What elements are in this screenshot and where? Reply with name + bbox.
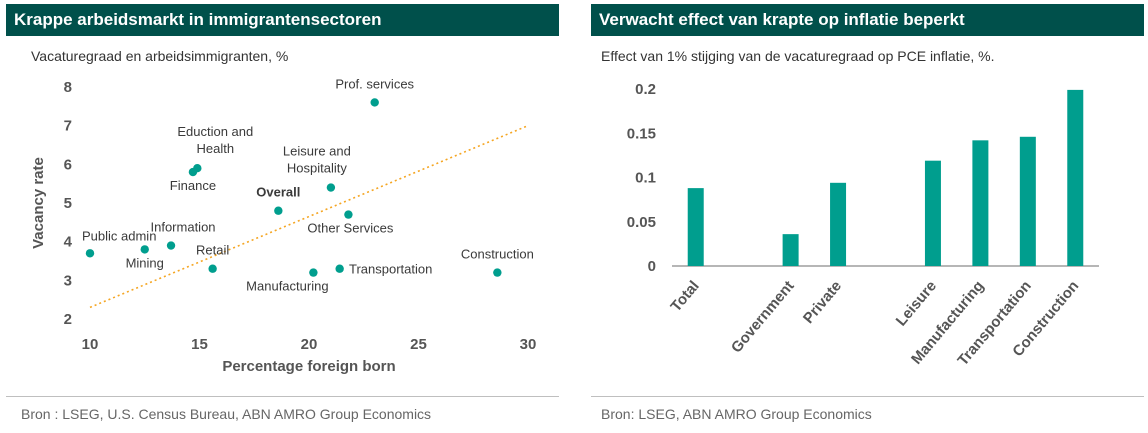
y-tick-label: 7 — [64, 118, 72, 135]
point-label-line: Information — [151, 220, 216, 235]
point-label: Public admin — [82, 228, 156, 243]
left-chart-panel: Krappe arbeidsmarkt in immigrantensector… — [6, 4, 559, 433]
point-label-line: Other Services — [307, 221, 393, 236]
scatter-point — [326, 183, 336, 192]
point-label: Leisure and Hospitality — [283, 144, 351, 176]
y-tick-label: 3 — [64, 272, 72, 289]
y-tick-label: 5 — [64, 195, 72, 212]
point-label: Overall — [256, 185, 300, 200]
x-axis-title: Percentage foreign born — [222, 358, 395, 375]
x-tick-label: 10 — [82, 336, 99, 353]
bar — [1019, 136, 1036, 266]
bar-chart: 0 0.05 0.1 0.15 0.2 Total Government Private Lei… — [627, 81, 1099, 369]
y-tick-label: 6 — [64, 156, 72, 173]
x-tick-label: 15 — [191, 336, 208, 353]
point-label: Eduction and Health — [177, 124, 253, 156]
y-tick-label: 0.05 — [627, 214, 656, 231]
scatter-point — [309, 268, 318, 277]
point-label-line: Prof. services — [335, 76, 414, 91]
y-tick-label: 0.15 — [627, 125, 656, 142]
y-tick-label: 4 — [64, 234, 73, 251]
bar — [687, 188, 704, 266]
point-label-line: Retail — [196, 243, 229, 258]
point-label: Prof. services — [335, 76, 414, 91]
y-axis-title: Vacancy rate — [30, 157, 47, 249]
point-label: Mining — [126, 255, 164, 270]
y-tick-label: 8 — [64, 79, 72, 96]
scatter-chart: 10 15 20 25 30 2 3 4 5 6 7 8 Percentage foreign born… — [30, 76, 537, 375]
right-source: Bron: LSEG, ABN AMRO Group Economics — [601, 406, 872, 422]
x-tick-label: Government — [728, 278, 798, 357]
bar — [830, 182, 847, 266]
bar — [1067, 89, 1084, 266]
point-label-line: Leisure and — [283, 144, 351, 159]
point-label: Finance — [170, 178, 216, 193]
point-label: Manufacturing — [246, 279, 328, 294]
bar — [972, 140, 989, 266]
right-chart-panel: Verwacht effect van krapte op inflatie b… — [591, 4, 1144, 433]
x-tick-label: 30 — [520, 336, 537, 353]
x-tick-label: Private — [800, 278, 845, 327]
x-tick-label: Total — [667, 278, 702, 316]
scatter-point — [344, 210, 353, 219]
x-tick-label: 25 — [410, 336, 427, 353]
bar — [924, 160, 941, 266]
scatter-point — [493, 268, 502, 277]
point-label-line: Overall — [256, 185, 300, 200]
trend-line — [89, 124, 529, 309]
scatter-point — [188, 167, 198, 177]
scatter-point — [85, 249, 95, 258]
x-tick-label: Leisure — [893, 278, 940, 330]
y-tick-label: 2 — [64, 311, 72, 328]
right-chart-title: Verwacht effect van krapte op inflatie b… — [591, 4, 1144, 36]
y-tick-label: 0.1 — [635, 170, 656, 187]
point-label: Retail — [196, 243, 229, 258]
point-label-line: Transportation — [349, 262, 432, 277]
point-label: Other Services — [307, 221, 393, 236]
y-tick-label: 0.2 — [635, 81, 656, 98]
scatter-point — [140, 245, 149, 254]
bar — [782, 234, 799, 266]
point-label-line: Hospitality — [287, 161, 347, 176]
x-tick-label: 20 — [301, 336, 318, 353]
scatter-point — [274, 206, 283, 215]
left-chart-subtitle: Vacaturegraad en arbeidsimmigranten, % — [31, 48, 289, 64]
point-label-line: Health — [197, 141, 235, 156]
point-label-line: Public admin — [82, 228, 156, 243]
point-label-line: Finance — [170, 178, 216, 193]
point-label-line: Mining — [126, 255, 164, 270]
right-chart-subtitle: Effect van 1% stijging van de vacaturegr… — [601, 48, 995, 64]
scatter-point — [370, 98, 379, 107]
left-source: Bron : LSEG, U.S. Census Bureau, ABN AMR… — [21, 406, 432, 422]
point-label-line: Construction — [461, 247, 534, 262]
point-label-line: Eduction and — [177, 124, 253, 139]
point-label: Transportation — [349, 262, 432, 277]
scatter-point — [166, 241, 176, 250]
right-divider — [591, 396, 1144, 397]
point-label: Construction — [461, 247, 534, 262]
left-divider — [6, 396, 559, 397]
y-tick-label: 0 — [648, 258, 656, 275]
scatter-point — [208, 264, 217, 273]
point-label: Information — [151, 220, 216, 235]
scatter-point — [335, 264, 344, 273]
left-chart-title: Krappe arbeidsmarkt in immigrantensector… — [6, 4, 559, 36]
point-label-line: Manufacturing — [246, 279, 328, 294]
